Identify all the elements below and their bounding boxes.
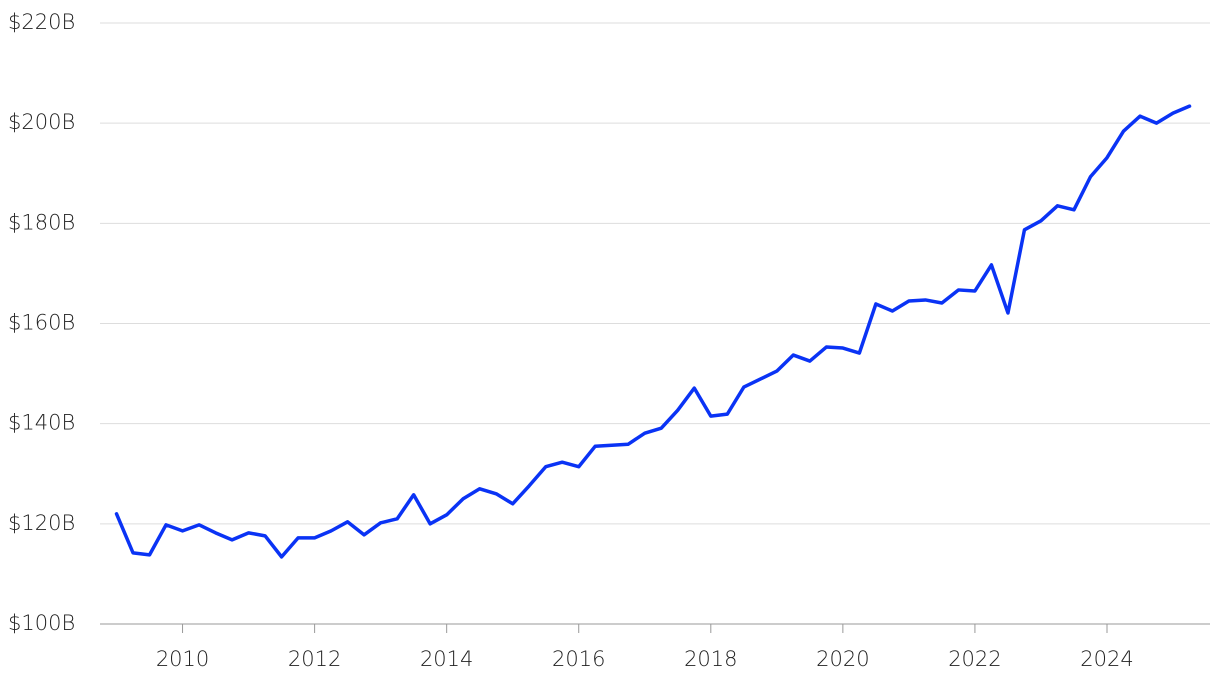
y-tick-label: $220B — [8, 10, 75, 34]
x-tick-label: 2012 — [288, 647, 341, 671]
y-tick-label: $100B — [8, 611, 75, 635]
y-tick-label: $140B — [8, 411, 75, 435]
y-tick-label: $160B — [8, 311, 75, 335]
y-tick-label: $120B — [8, 511, 75, 535]
data-line — [114, 104, 1192, 559]
x-tick-label: 2018 — [684, 647, 737, 671]
y-tick-label: $180B — [8, 210, 75, 234]
x-tick-label: 2020 — [816, 647, 869, 671]
x-tick-label: 2010 — [156, 647, 209, 671]
y-tick-label: $200B — [8, 110, 75, 134]
x-tick-label: 2024 — [1080, 647, 1133, 671]
x-tick-label: 2014 — [420, 647, 473, 671]
x-tick-label: 2016 — [552, 647, 605, 671]
x-tick-label: 2022 — [948, 647, 1001, 671]
